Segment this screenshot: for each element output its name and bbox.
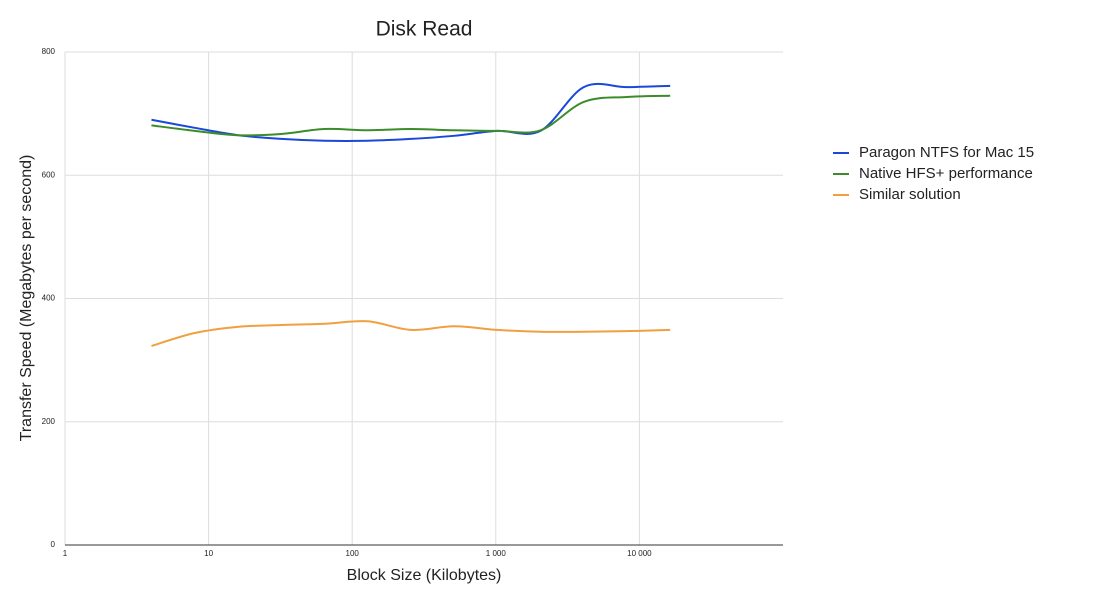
- y-tick-label: 800: [42, 47, 56, 56]
- legend-label: Similar solution: [859, 186, 961, 203]
- x-tick-label: 10: [204, 549, 213, 558]
- legend-label: Paragon NTFS for Mac 15: [859, 144, 1034, 161]
- x-tick-label: 100: [346, 549, 360, 558]
- y-tick-label: 600: [42, 170, 56, 179]
- y-tick-label: 400: [42, 294, 56, 303]
- x-tick-label: 10 000: [627, 549, 652, 558]
- x-tick-label: 1 000: [486, 549, 507, 558]
- x-axis-label: Block Size (Kilobytes): [347, 567, 502, 584]
- chart-title: Disk Read: [376, 18, 473, 41]
- y-tick-label: 200: [42, 417, 56, 426]
- x-tick-label: 1: [63, 549, 68, 558]
- legend-label: Native HFS+ performance: [859, 165, 1033, 182]
- series-line: [151, 94, 671, 137]
- y-axis-label: Transfer Speed (Megabytes per second): [18, 155, 35, 442]
- series-line: [151, 82, 671, 142]
- y-tick-label: 0: [51, 540, 56, 549]
- series-line: [151, 320, 671, 347]
